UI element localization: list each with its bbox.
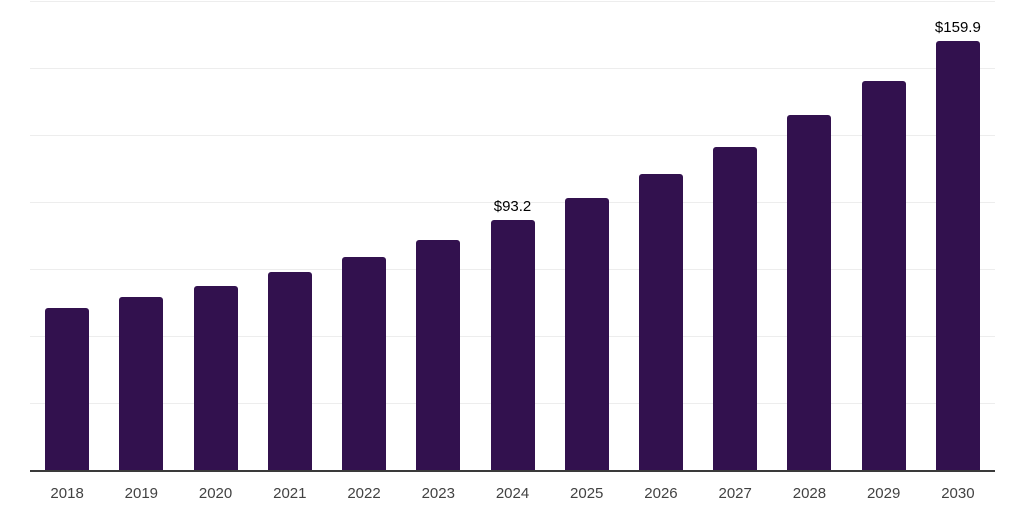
x-tick-label: 2021 xyxy=(273,485,307,502)
bar-2020 xyxy=(193,286,238,470)
bar-2022 xyxy=(342,257,387,470)
bar-2029 xyxy=(861,81,906,470)
bar-2025 xyxy=(564,198,609,470)
x-tick-label: 2027 xyxy=(718,485,752,502)
bar-2018 xyxy=(45,308,90,470)
x-tick-label: 2026 xyxy=(644,485,678,502)
x-tick-label: 2024 xyxy=(495,485,530,502)
x-tick-label: 2025 xyxy=(570,485,604,502)
gridline xyxy=(30,68,995,69)
x-tick-label: 2022 xyxy=(347,485,381,502)
gridline xyxy=(30,135,995,136)
x-tick-label: 2020 xyxy=(198,485,233,502)
x-axis-line xyxy=(30,470,995,472)
bar-2021 xyxy=(267,272,312,470)
data-label-2024: $93.2 xyxy=(493,198,532,216)
gridline xyxy=(30,202,995,203)
gridline xyxy=(30,1,995,2)
x-tick-label: 2028 xyxy=(792,485,827,502)
bar-2027 xyxy=(713,147,758,470)
x-tick-label: 2023 xyxy=(421,485,455,502)
bar-2023 xyxy=(416,240,461,470)
x-tick-label: 2019 xyxy=(124,485,159,502)
bar-2024 xyxy=(490,220,535,470)
x-tick-label: 2018 xyxy=(50,485,84,502)
bar-2026 xyxy=(638,174,683,470)
x-tick-label: 2029 xyxy=(866,485,901,502)
bar-2019 xyxy=(119,297,164,470)
bar-2030 xyxy=(935,41,980,470)
bar-2028 xyxy=(787,115,832,470)
data-label-2030: $159.9 xyxy=(934,19,981,37)
x-tick-label: 2030 xyxy=(941,485,975,502)
